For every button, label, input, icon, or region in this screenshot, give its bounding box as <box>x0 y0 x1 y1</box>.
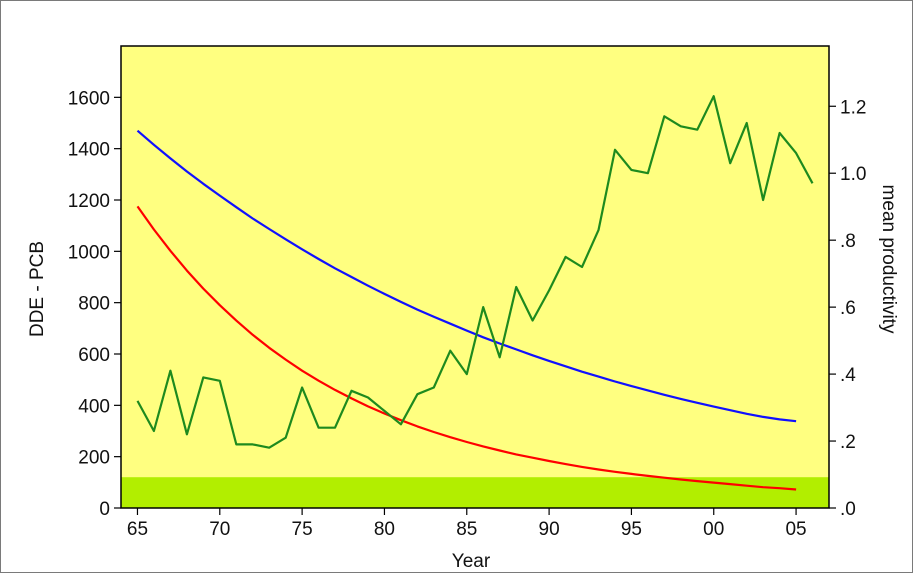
series-line-3 <box>136 95 814 449</box>
y-right-tick-label: .2 <box>840 432 856 453</box>
y-right-tick-label: .4 <box>840 365 856 386</box>
baseline-band <box>121 477 829 508</box>
x-tick-label: 65 <box>127 519 148 540</box>
y-axis-left: 0 200 400 600 800 1000 1200 1400 1600 <box>68 88 121 520</box>
x-axis-title: Year <box>452 551 491 572</box>
x-tick-label: 95 <box>621 519 642 540</box>
x-tick-label: 75 <box>292 519 313 540</box>
x-tick-label: 70 <box>209 519 230 540</box>
y-axis-right-title: mean productivity <box>878 185 899 334</box>
x-tick-label: 00 <box>703 519 724 540</box>
y-right-tick-label: .8 <box>840 231 856 252</box>
y-left-tick-label: 0 <box>99 499 110 520</box>
y-right-tick-label: .0 <box>840 499 856 520</box>
series-layer <box>136 95 814 491</box>
x-axis: 65 70 75 80 85 90 95 00 05 <box>127 508 807 540</box>
y-axis-right: .0 .2 .4 .6 .8 1.0 1.2 <box>829 97 866 520</box>
y-right-tick-label: .6 <box>840 298 856 319</box>
y-left-tick-label: 800 <box>78 294 110 315</box>
series-line-1 <box>136 129 797 423</box>
y-axis-left-title: DDE - PCB <box>27 241 48 337</box>
plot-frame <box>120 45 830 509</box>
x-tick-label: 05 <box>785 519 806 540</box>
y-right-tick-label: 1.2 <box>840 97 866 118</box>
y-left-tick-label: 600 <box>78 345 110 366</box>
y-right-tick-label: 1.0 <box>840 164 866 185</box>
series-line-2 <box>136 205 797 491</box>
y-left-tick-label: 1200 <box>68 191 110 212</box>
y-left-tick-label: 1400 <box>68 140 110 161</box>
y-left-tick-label: 1600 <box>68 88 110 109</box>
y-left-tick-label: 200 <box>78 448 110 469</box>
y-left-tick-label: 1000 <box>68 242 110 263</box>
y-left-tick-label: 400 <box>78 396 110 417</box>
plot-background <box>121 46 829 508</box>
x-tick-label: 85 <box>456 519 477 540</box>
x-tick-label: 90 <box>539 519 560 540</box>
x-tick-label: 80 <box>374 519 395 540</box>
